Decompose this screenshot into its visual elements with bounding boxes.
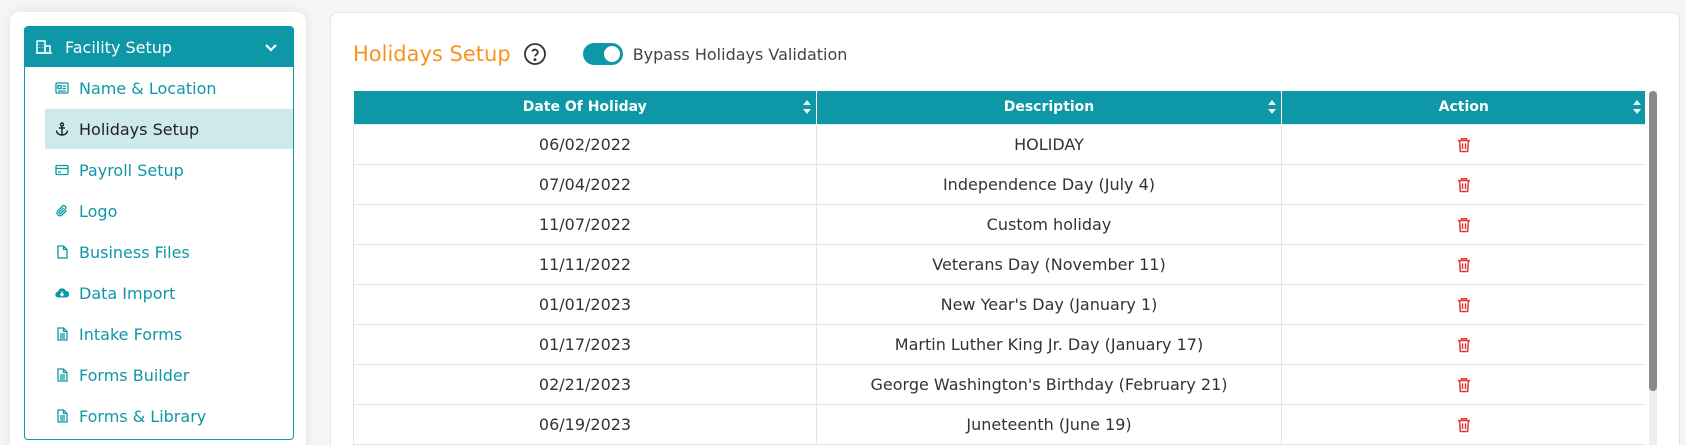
table-row: 11/07/2022 Custom holiday [353, 203, 1645, 245]
sidebar-item-name-location[interactable]: Name & Location [45, 68, 293, 108]
table-row: 11/11/2022 Veterans Day (November 11) [353, 243, 1645, 285]
action-cell [1281, 243, 1645, 285]
sidebar-item-label: Forms Builder [79, 365, 190, 385]
trash-icon[interactable] [1455, 296, 1473, 314]
scrollbar-thumb[interactable] [1649, 91, 1657, 391]
sidebar-item-label: Intake Forms [79, 324, 183, 344]
holiday-description-cell: George Washington's Birthday (February 2… [816, 363, 1282, 405]
holiday-description-cell: New Year's Day (January 1) [816, 283, 1282, 325]
document-icon [55, 327, 69, 341]
sidebar-item-label: Payroll Setup [79, 160, 184, 180]
facility-setup-title: Facility Setup [65, 37, 173, 57]
card-icon [55, 163, 69, 177]
facility-setup-header[interactable]: Facility Setup [25, 27, 293, 67]
holiday-description-cell: Custom holiday [816, 203, 1282, 245]
column-header-date[interactable]: Date Of Holiday [353, 91, 817, 124]
facility-setup-menu: Facility Setup Name & Location Holidays S… [24, 26, 294, 440]
sidebar-item-intake-forms[interactable]: Intake Forms [45, 314, 293, 354]
action-cell [1281, 403, 1645, 445]
holidays-table: Date Of Holiday Description Action 06/02… [353, 91, 1645, 445]
holiday-description-cell: Independence Day (July 4) [816, 163, 1282, 205]
column-header-label: Action [1438, 99, 1489, 116]
id-card-icon [55, 81, 69, 95]
holiday-date-cell: 11/11/2022 [353, 243, 817, 285]
sidebar-item-label: Business Files [79, 242, 190, 262]
holiday-description-cell: Veterans Day (November 11) [816, 243, 1282, 285]
trash-icon[interactable] [1455, 176, 1473, 194]
sidebar-item-label: Data Import [79, 283, 176, 303]
action-cell [1281, 283, 1645, 325]
cloud-download-icon [55, 286, 69, 300]
table-row: 01/17/2023 Martin Luther King Jr. Day (Ja… [353, 323, 1645, 365]
table-body: 06/02/2022 HOLIDAY 07/04/2022 Independence … [353, 123, 1645, 445]
toggle-knob [603, 46, 620, 62]
trash-icon[interactable] [1455, 336, 1473, 354]
document-icon [55, 409, 69, 423]
table-row: 06/02/2022 HOLIDAY [353, 123, 1645, 165]
table-row: 02/21/2023 George Washington's Birthday (… [353, 363, 1645, 405]
sidebar-item-label: Holidays Setup [79, 119, 200, 139]
action-cell [1281, 123, 1645, 165]
trash-icon[interactable] [1455, 216, 1473, 234]
action-cell [1281, 323, 1645, 365]
sort-icon[interactable] [1267, 99, 1277, 115]
holiday-description-cell: Juneteenth (June 19) [816, 403, 1282, 445]
column-header-label: Description [1003, 99, 1095, 116]
holiday-date-cell: 07/04/2022 [353, 163, 817, 205]
table-header-row: Date Of Holiday Description Action [353, 91, 1645, 124]
sidebar-item-payroll-setup[interactable]: Payroll Setup [45, 150, 293, 190]
sort-icon[interactable] [1632, 99, 1642, 115]
trash-icon[interactable] [1455, 376, 1473, 394]
bypass-validation-toggle[interactable] [582, 43, 623, 65]
column-header-action[interactable]: Action [1281, 91, 1645, 124]
sidebar-item-logo[interactable]: Logo [45, 191, 293, 231]
sidebar-item-forms-builder[interactable]: Forms Builder [45, 355, 293, 395]
sidebar-item-label: Logo [79, 201, 118, 221]
holiday-description-cell: Martin Luther King Jr. Day (January 17) [816, 323, 1282, 365]
holiday-date-cell: 02/21/2023 [353, 363, 817, 405]
trash-icon[interactable] [1455, 416, 1473, 434]
action-cell [1281, 163, 1645, 205]
table-scrollbar[interactable] [1649, 91, 1657, 445]
holiday-date-cell: 01/01/2023 [353, 283, 817, 325]
holiday-date-cell: 06/19/2023 [353, 403, 817, 445]
sidebar-item-forms-library[interactable]: Forms & Library [45, 396, 293, 436]
help-icon[interactable] [523, 42, 547, 66]
chevron-down-icon[interactable] [263, 39, 279, 55]
holidays-table-wrapper: Date Of Holiday Description Action 06/02… [353, 91, 1645, 445]
bypass-validation-label: Bypass Holidays Validation [632, 44, 848, 64]
sidebar-item-label: Name & Location [79, 78, 217, 98]
holiday-date-cell: 01/17/2023 [353, 323, 817, 365]
trash-icon[interactable] [1455, 256, 1473, 274]
action-cell [1281, 203, 1645, 245]
sidebar-menu-list: Name & Location Holidays Setup Payroll Set… [25, 68, 293, 436]
file-icon [55, 245, 69, 259]
sidebar-item-holidays-setup[interactable]: Holidays Setup [45, 109, 293, 149]
column-header-label: Date Of Holiday [522, 99, 647, 116]
trash-icon[interactable] [1455, 136, 1473, 154]
holiday-description-cell: HOLIDAY [816, 123, 1282, 165]
paperclip-icon [55, 204, 69, 218]
table-row: 07/04/2022 Independence Day (July 4) [353, 163, 1645, 205]
main-panel: Holidays Setup Bypass Holidays Validatio… [330, 12, 1680, 445]
table-row: 01/01/2023 New Year's Day (January 1) [353, 283, 1645, 325]
table-row: 06/19/2023 Juneteenth (June 19) [353, 403, 1645, 445]
column-header-description[interactable]: Description [816, 91, 1282, 124]
sort-icon[interactable] [802, 99, 812, 115]
holiday-date-cell: 11/07/2022 [353, 203, 817, 245]
title-row: Holidays Setup Bypass Holidays Validatio… [353, 39, 847, 69]
building-icon [35, 38, 53, 56]
document-icon [55, 368, 69, 382]
anchor-icon [55, 122, 69, 136]
sidebar-item-data-import[interactable]: Data Import [45, 273, 293, 313]
sidebar-item-business-files[interactable]: Business Files [45, 232, 293, 272]
sidebar-item-label: Forms & Library [79, 406, 207, 426]
holiday-date-cell: 06/02/2022 [353, 123, 817, 165]
page-title: Holidays Setup [353, 42, 511, 66]
action-cell [1281, 363, 1645, 405]
